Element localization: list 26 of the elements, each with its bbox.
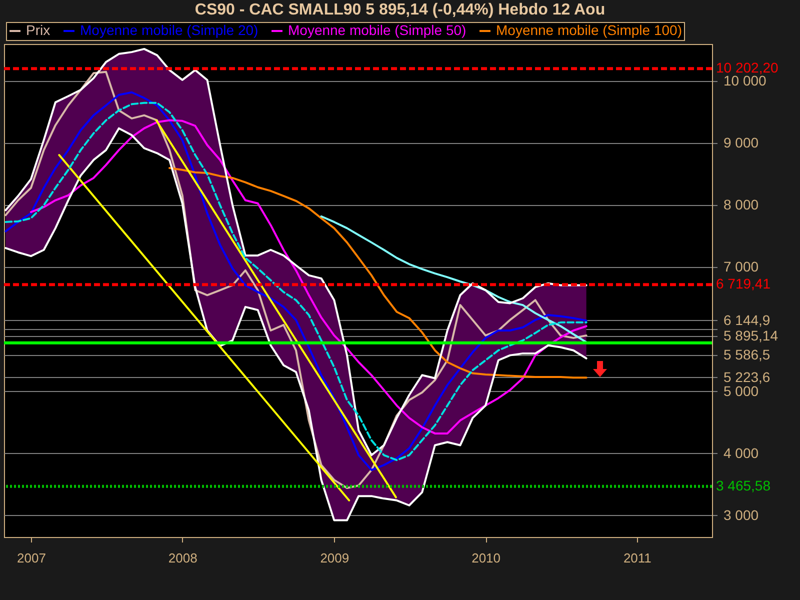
y-tick-label: 3 000 xyxy=(724,506,759,523)
legend-label: Prix xyxy=(26,22,50,38)
line-series xyxy=(168,167,588,379)
chart-title: CS90 - CAC SMALL90 5 895,14 (-0,44%) Hebdo 12 Aou xyxy=(194,2,606,18)
x-tick-label: 2011 xyxy=(623,550,652,566)
x-tick-label: 2010 xyxy=(472,550,500,566)
line-series xyxy=(30,119,588,434)
y-tick-label: 8 000 xyxy=(724,196,759,213)
x-tick-label: 2007 xyxy=(17,550,46,566)
legend-label: Moyenne mobile (Simple 50) xyxy=(288,22,466,38)
y-tick-label: 5 000 xyxy=(724,382,759,399)
x-tick-label: 2008 xyxy=(168,550,198,566)
y-tick-label: 6 144,9 xyxy=(724,312,770,328)
ref-line-label: 3 465,58 xyxy=(716,477,771,494)
y-tick-label: 5 586,5 xyxy=(724,346,770,362)
legend-label: Moyenne mobile (Simple 20) xyxy=(80,22,258,38)
y-tick-label: 9 000 xyxy=(724,134,759,151)
y-tick-label: 7 000 xyxy=(724,258,759,275)
y-tick-label: 5 223,6 xyxy=(724,368,770,385)
y-tick-label: 4 000 xyxy=(724,444,759,461)
line-series xyxy=(320,215,588,344)
line-series xyxy=(4,127,588,522)
y-tick-label: 5 895,14 xyxy=(724,327,778,344)
x-tick-label: 2009 xyxy=(320,550,350,566)
ref-line-label: 6 719,41 xyxy=(716,276,771,292)
legend-label: Moyenne mobile (Simple 100) xyxy=(496,22,682,38)
